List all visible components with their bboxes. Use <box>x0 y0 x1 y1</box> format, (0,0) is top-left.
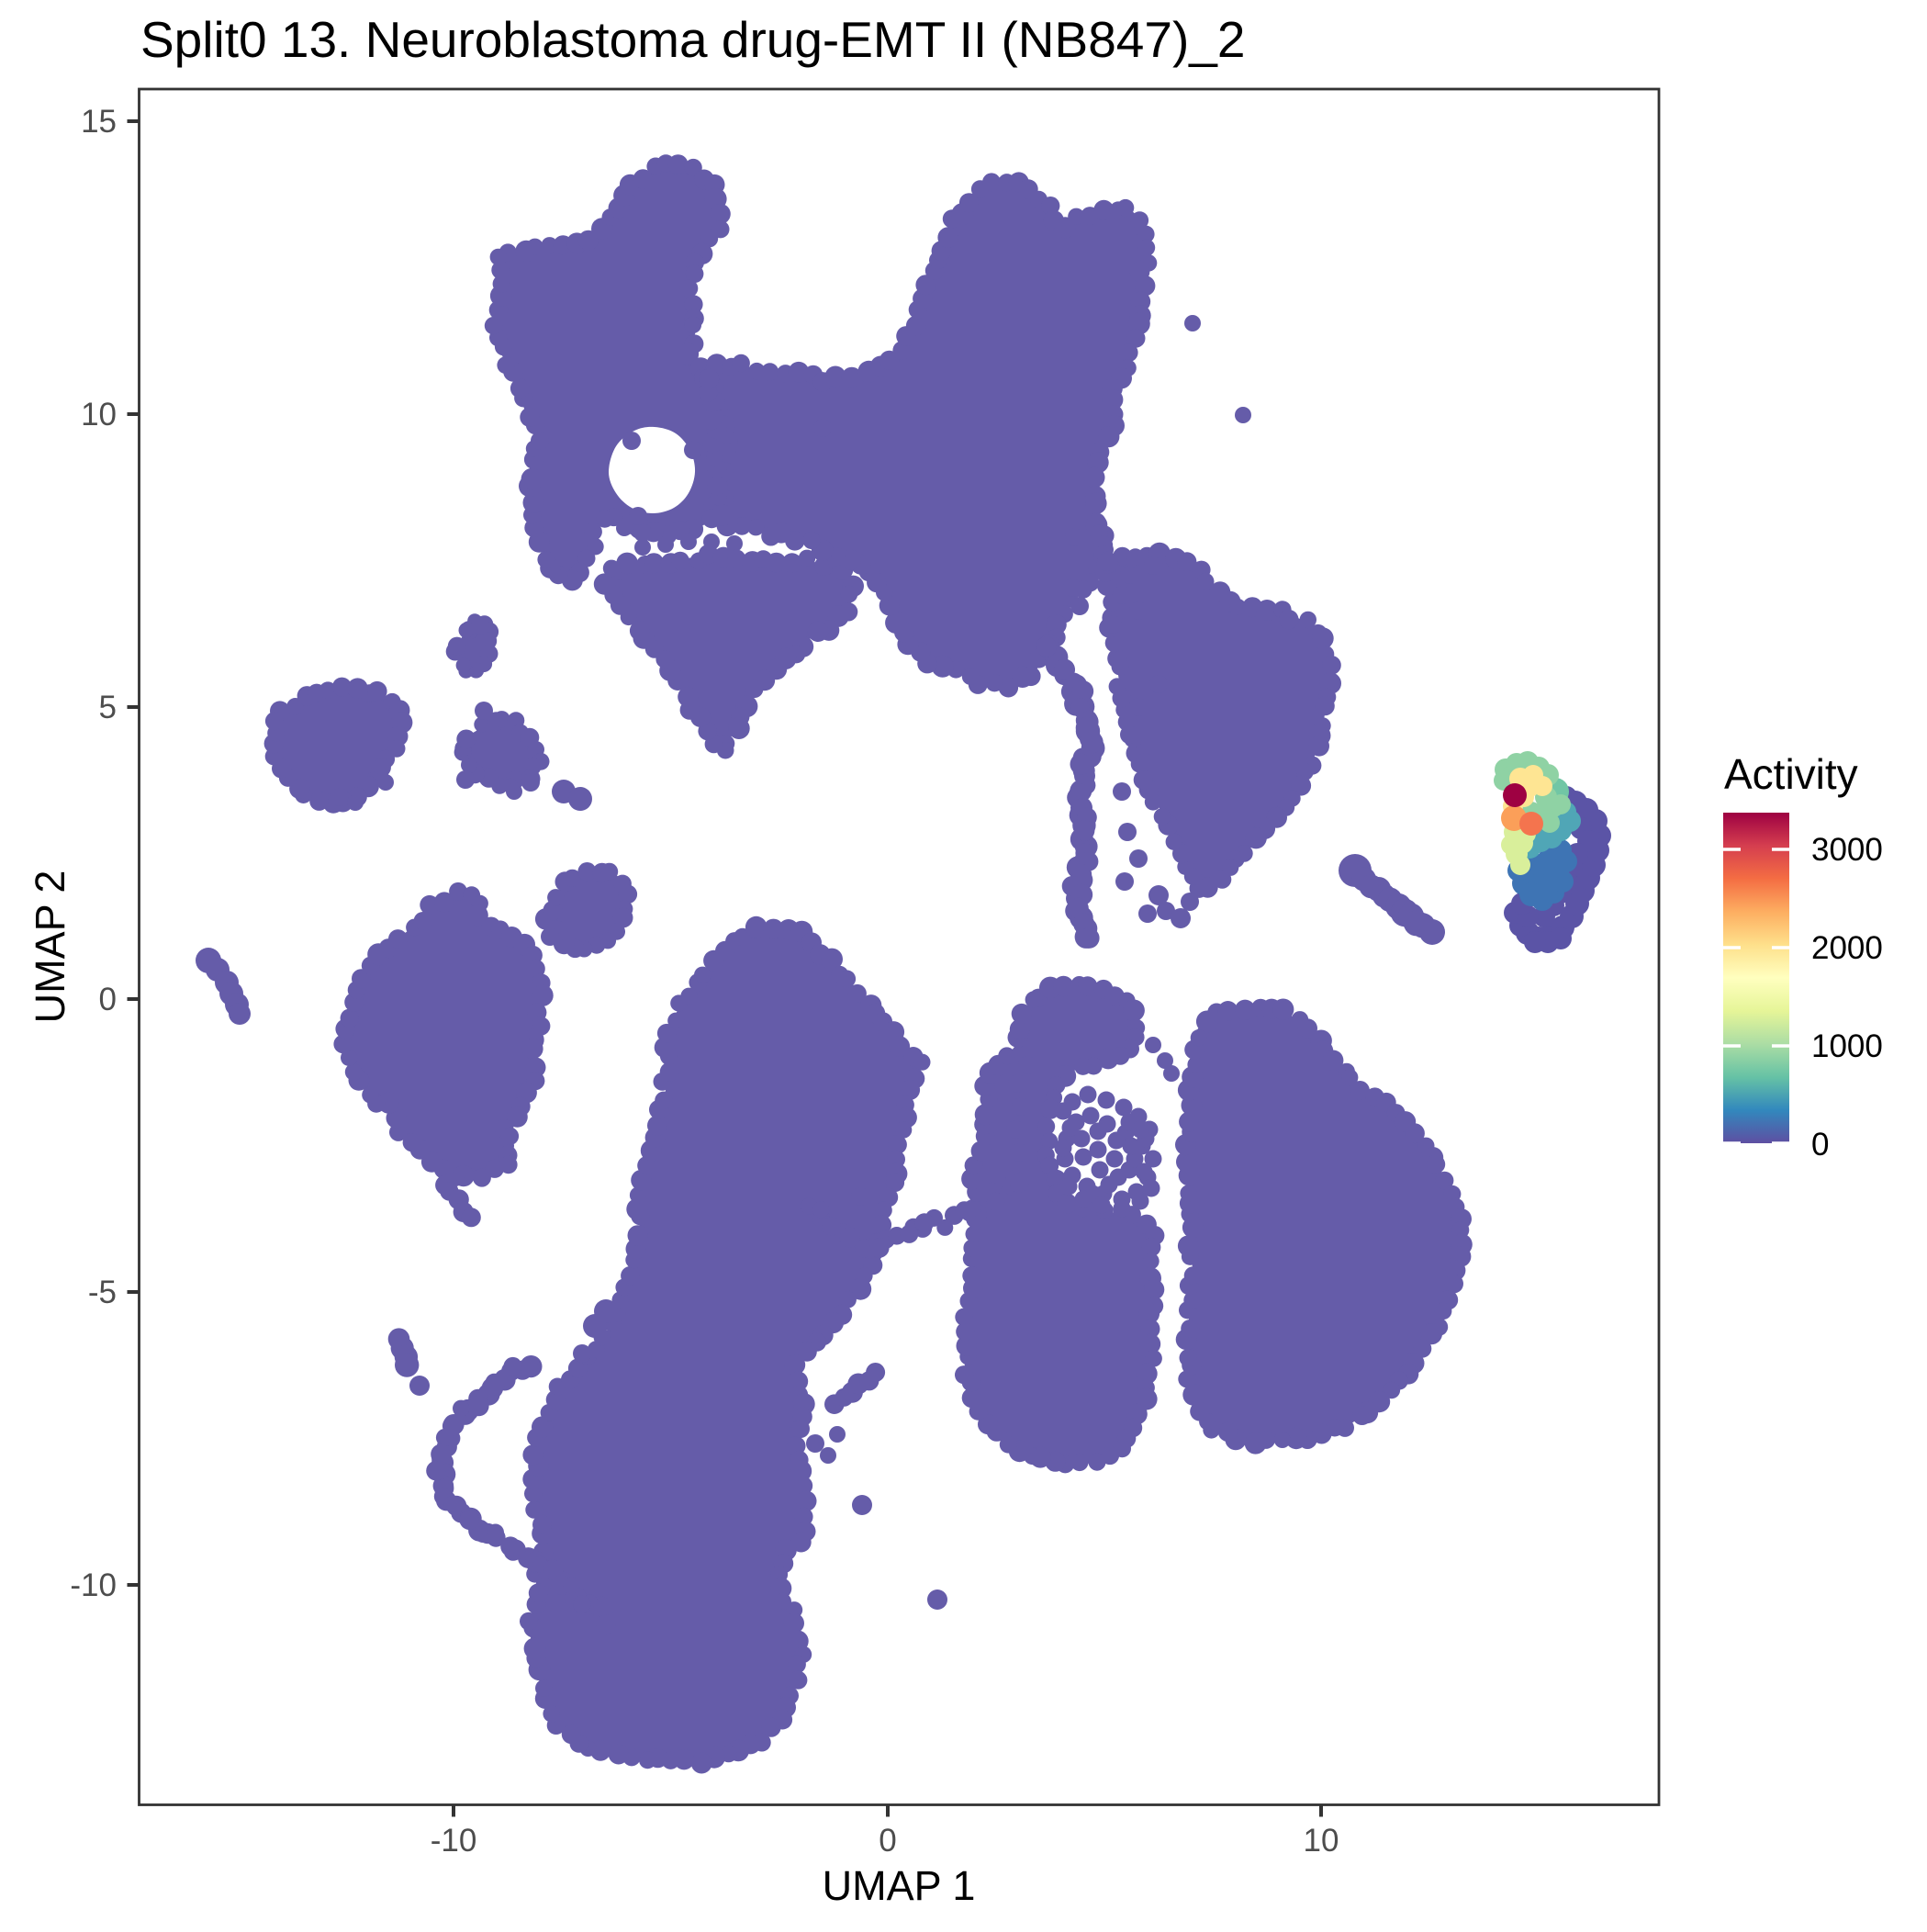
svg-text:0: 0 <box>99 982 117 1017</box>
svg-text:0: 0 <box>1811 1127 1829 1163</box>
svg-text:-5: -5 <box>88 1275 117 1310</box>
svg-text:1000: 1000 <box>1811 1028 1883 1064</box>
svg-text:-10: -10 <box>431 1823 477 1859</box>
svg-text:UMAP 1: UMAP 1 <box>823 1862 976 1909</box>
svg-text:-10: -10 <box>70 1567 117 1603</box>
svg-text:0: 0 <box>879 1823 896 1859</box>
svg-text:UMAP 2: UMAP 2 <box>27 871 73 1024</box>
svg-text:3000: 3000 <box>1811 832 1883 868</box>
svg-text:15: 15 <box>81 104 117 140</box>
svg-text:Split0 13. Neuroblastoma drug-: Split0 13. Neuroblastoma drug-EMT II (NB… <box>140 11 1245 68</box>
svg-text:2000: 2000 <box>1811 930 1883 966</box>
svg-text:5: 5 <box>99 690 117 725</box>
svg-text:Activity: Activity <box>1724 750 1858 798</box>
svg-text:10: 10 <box>81 397 117 432</box>
svg-text:10: 10 <box>1304 1823 1339 1859</box>
